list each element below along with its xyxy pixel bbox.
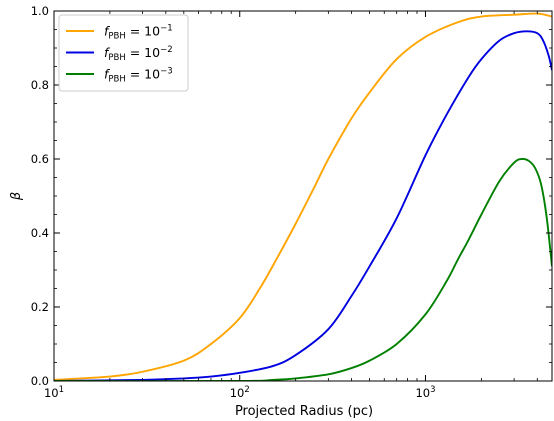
x-axis-label: Projected Radius (pc) — [235, 404, 373, 419]
series-line-2 — [54, 30, 552, 381]
legend: fPBH = 10−1 fPBH = 10−2 fPBH = 10−3 — [58, 14, 189, 92]
y-tick-label-1: 0.2 — [31, 300, 49, 314]
series-line-3 — [54, 157, 552, 381]
y-tick-label-2: 0.4 — [31, 226, 49, 240]
y-axis-label: β — [9, 192, 24, 201]
y-tick-label-0: 0.0 — [31, 374, 49, 388]
legend-label-1: fPBH = 10−1 — [104, 24, 173, 42]
ticks-layer: 0.0 0.2 0.4 0.6 0.8 1.0 101 102 103 — [31, 4, 552, 400]
legend-label-2: fPBH = 10−2 — [104, 45, 173, 63]
series-line-1 — [54, 12, 552, 381]
series-layer — [54, 12, 552, 381]
y-tick-label-3: 0.6 — [31, 152, 49, 166]
legend-box — [58, 14, 189, 92]
x-tick-label-1: 102 — [230, 385, 250, 400]
x-tick-label-0: 101 — [44, 385, 64, 400]
y-tick-label-4: 0.8 — [31, 78, 49, 92]
legend-label-3: fPBH = 10−3 — [104, 67, 173, 85]
x-tick-label-2: 103 — [415, 385, 435, 400]
y-tick-label-5: 1.0 — [31, 4, 49, 18]
